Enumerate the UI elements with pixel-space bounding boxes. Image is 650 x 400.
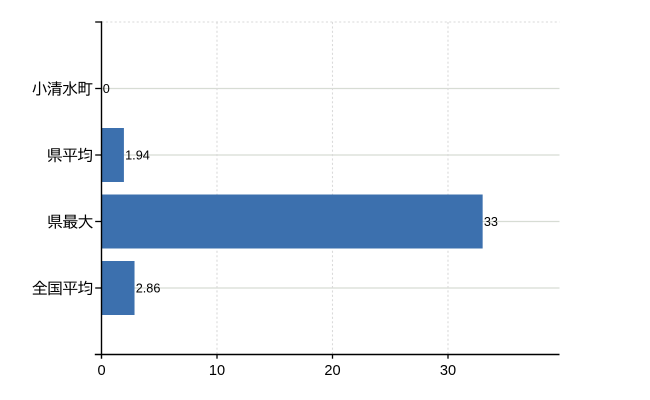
- svg-text:0: 0: [103, 82, 110, 96]
- svg-text:1.94: 1.94: [125, 149, 150, 163]
- svg-text:33: 33: [484, 215, 498, 229]
- svg-text:0: 0: [97, 363, 105, 379]
- svg-text:2.86: 2.86: [136, 282, 161, 296]
- svg-text:20: 20: [324, 363, 340, 379]
- svg-text:10: 10: [209, 363, 225, 379]
- svg-text:30: 30: [440, 363, 456, 379]
